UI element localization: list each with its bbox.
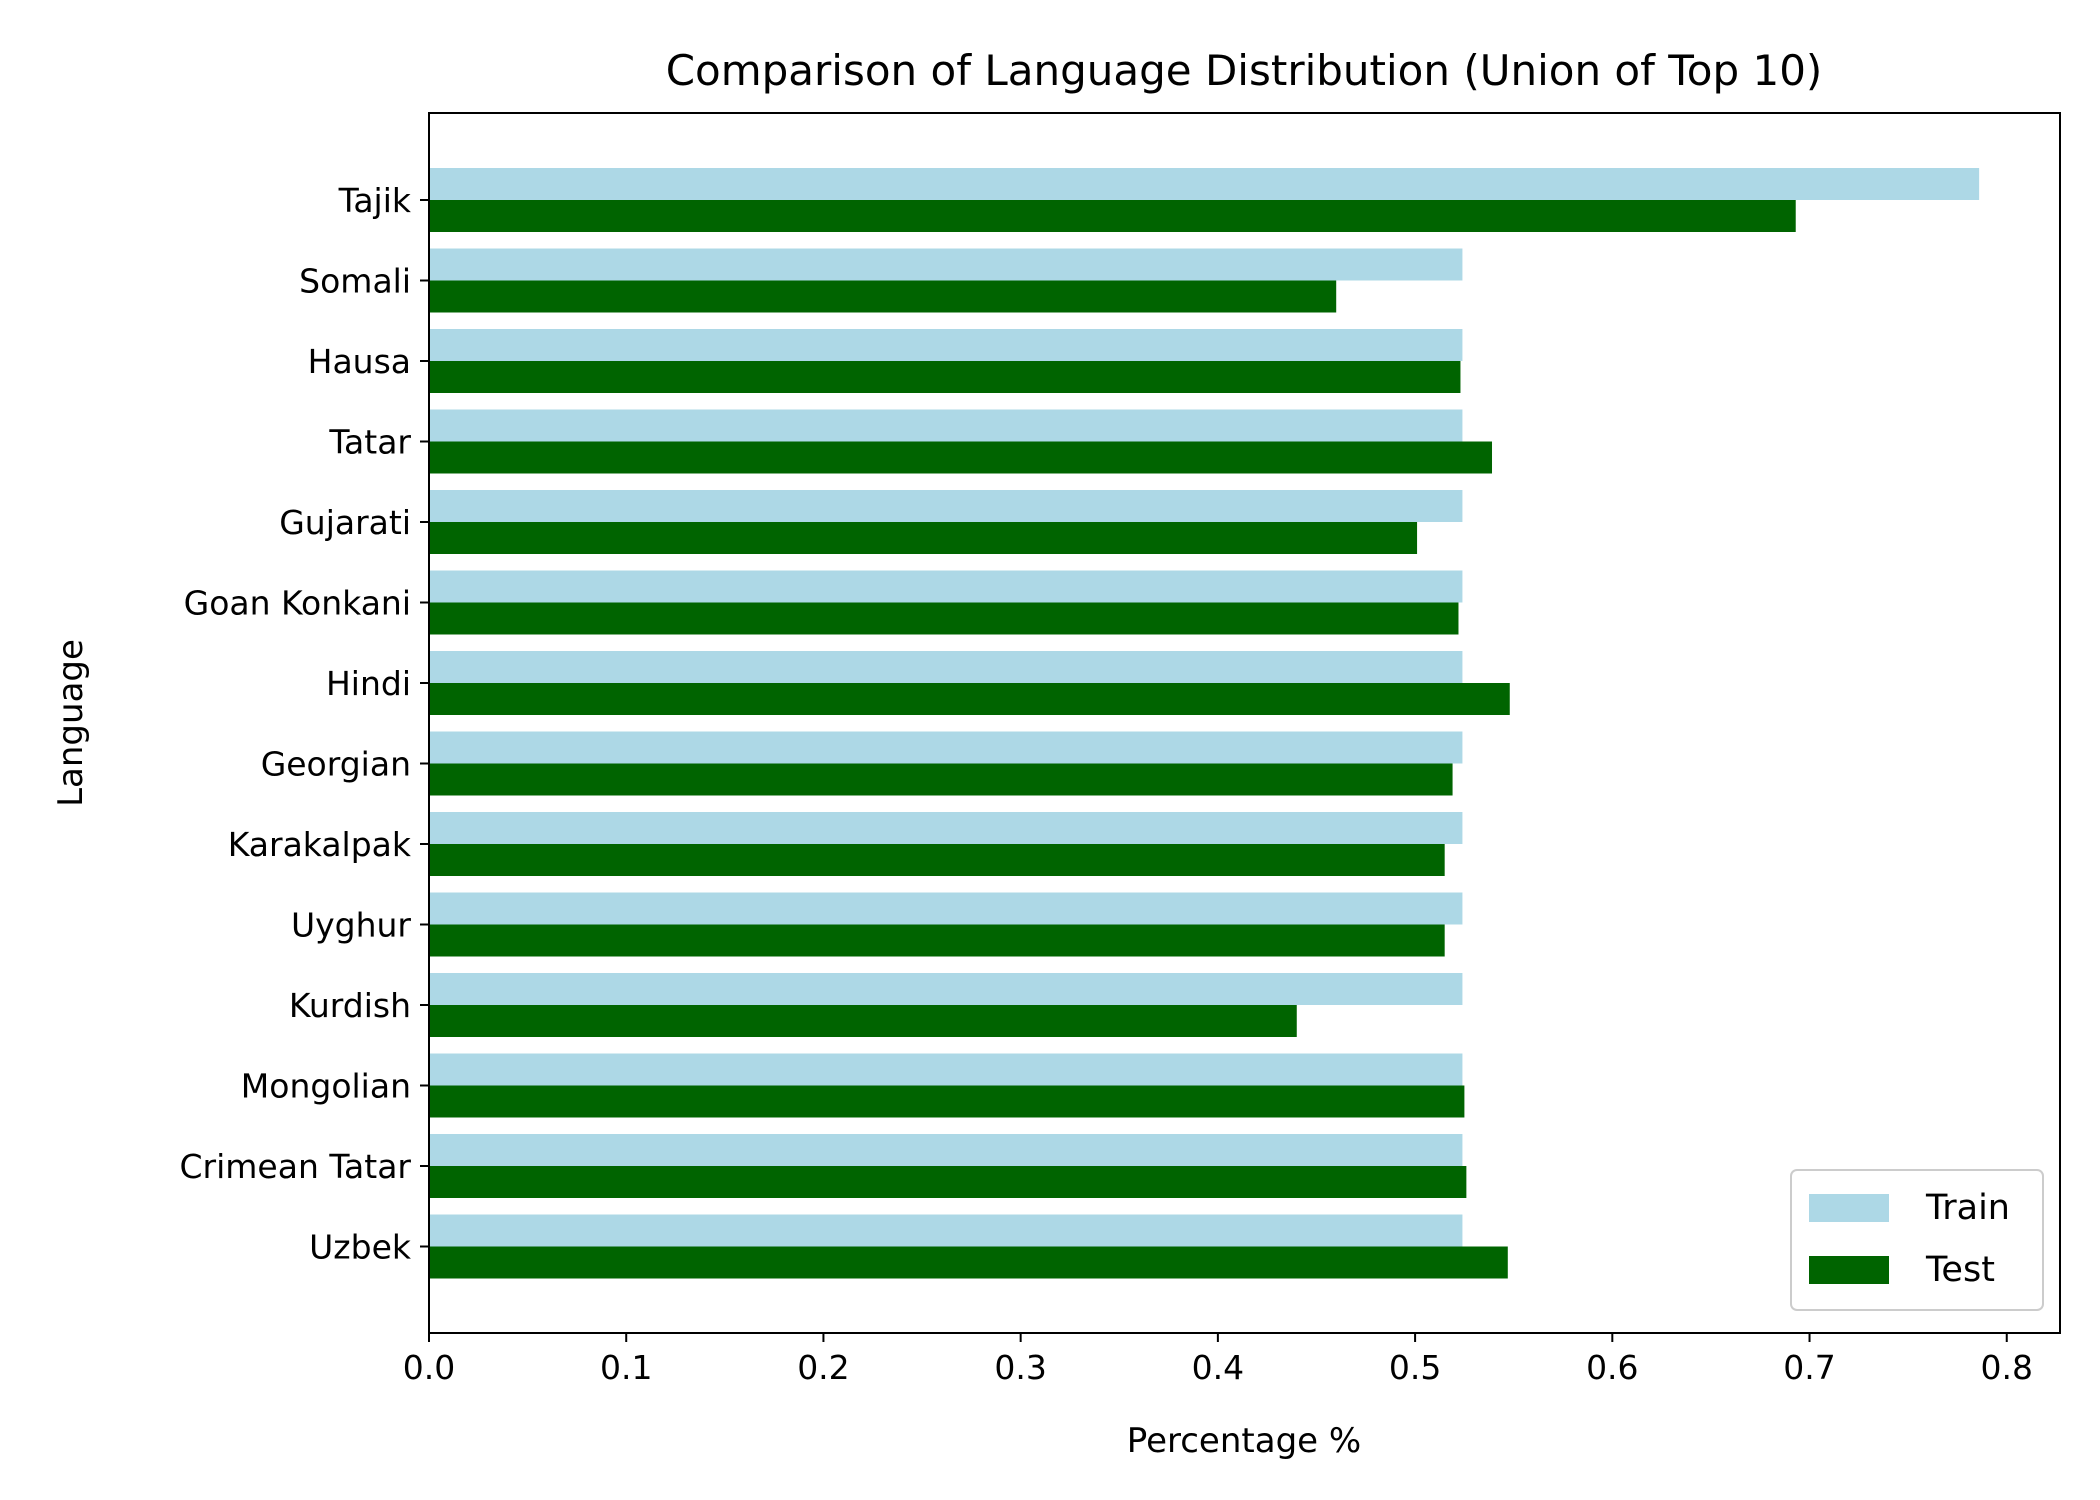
bar-test-tajik bbox=[429, 200, 1796, 232]
bar-test-kurdish bbox=[429, 1005, 1297, 1037]
legend-swatch-test bbox=[1809, 1256, 1889, 1284]
y-axis-label: Language bbox=[51, 639, 91, 807]
bar-train-mongolian bbox=[429, 1053, 1463, 1086]
bar-test-tatar bbox=[429, 441, 1493, 474]
y-tick-label-hausa: Hausa bbox=[308, 342, 411, 381]
y-tick-label-somali: Somali bbox=[299, 262, 411, 301]
bar-test-uyghur bbox=[429, 924, 1445, 957]
legend-swatch-train bbox=[1809, 1194, 1889, 1222]
bar-train-crimean-tatar bbox=[429, 1134, 1463, 1166]
y-ticks-group: Tajik Somali Hausa Tatar Gujarati Goan Konkan… bbox=[180, 181, 429, 1267]
y-tick-label-kurdish: Kurdish bbox=[289, 986, 411, 1025]
y-tick-label-georgian: Georgian bbox=[261, 745, 411, 784]
bar-train-kurdish bbox=[429, 973, 1463, 1005]
x-tick-label-0: 0.0 bbox=[403, 1348, 455, 1387]
y-tick-label-uzbek: Uzbek bbox=[309, 1228, 412, 1267]
bar-train-uyghur bbox=[429, 892, 1463, 925]
y-tick-label-goan-konkani: Goan Konkani bbox=[184, 584, 411, 623]
plot-frame bbox=[428, 112, 2061, 1334]
bar-train-georgian bbox=[429, 731, 1463, 764]
y-tick-label-crimean-tatar: Crimean Tatar bbox=[180, 1147, 412, 1186]
bar-train-karakalpak bbox=[429, 812, 1463, 844]
bar-train-uzbek bbox=[429, 1214, 1463, 1247]
y-tick-label-hindi: Hindi bbox=[326, 664, 411, 703]
bar-test-goan-konkani bbox=[429, 602, 1459, 635]
x-axis-label: Percentage % bbox=[1127, 1421, 1361, 1461]
bar-test-gujarati bbox=[429, 522, 1418, 554]
bar-train-gujarati bbox=[429, 490, 1463, 522]
x-tick-label-6: 0.6 bbox=[1586, 1348, 1638, 1387]
y-tick-label-karakalpak: Karakalpak bbox=[228, 825, 412, 864]
bar-test-hindi bbox=[429, 683, 1510, 715]
bar-test-georgian bbox=[429, 763, 1453, 796]
y-tick-label-tajik: Tajik bbox=[338, 181, 412, 220]
y-tick-label-tatar: Tatar bbox=[328, 423, 411, 462]
x-ticks-group: 0.0 0.1 0.2 0.3 0.4 0.5 0.6 0.7 0.8 bbox=[403, 1333, 2033, 1387]
bars-group bbox=[429, 168, 1980, 1279]
legend-label-test: Test bbox=[1925, 1250, 1995, 1290]
x-tick-label-7: 0.7 bbox=[1783, 1348, 1835, 1387]
x-tick-label-3: 0.3 bbox=[994, 1348, 1046, 1387]
bar-test-hausa bbox=[429, 361, 1461, 393]
bar-train-tatar bbox=[429, 409, 1463, 442]
bar-test-karakalpak bbox=[429, 844, 1445, 876]
bar-train-somali bbox=[429, 248, 1463, 281]
legend-label-train: Train bbox=[1925, 1188, 2010, 1228]
bar-test-somali bbox=[429, 280, 1337, 313]
bar-train-hausa bbox=[429, 329, 1463, 361]
bar-test-mongolian bbox=[429, 1085, 1465, 1118]
x-tick-label-8: 0.8 bbox=[1981, 1348, 2033, 1387]
x-tick-label-4: 0.4 bbox=[1192, 1348, 1244, 1387]
bar-train-goan-konkani bbox=[429, 570, 1463, 603]
bar-train-hindi bbox=[429, 651, 1463, 683]
bar-train-tajik bbox=[429, 168, 1980, 200]
legend: Train Test bbox=[1790, 1169, 2044, 1311]
x-tick-label-5: 0.5 bbox=[1389, 1348, 1441, 1387]
y-tick-label-mongolian: Mongolian bbox=[241, 1067, 411, 1106]
bar-test-crimean-tatar bbox=[429, 1166, 1467, 1198]
x-tick-label-2: 0.2 bbox=[797, 1348, 849, 1387]
bar-test-uzbek bbox=[429, 1246, 1508, 1279]
chart-title: Comparison of Language Distribution (Uni… bbox=[666, 46, 1823, 95]
y-tick-label-uyghur: Uyghur bbox=[291, 906, 411, 945]
x-tick-label-1: 0.1 bbox=[600, 1348, 652, 1387]
y-tick-label-gujarati: Gujarati bbox=[279, 503, 411, 542]
